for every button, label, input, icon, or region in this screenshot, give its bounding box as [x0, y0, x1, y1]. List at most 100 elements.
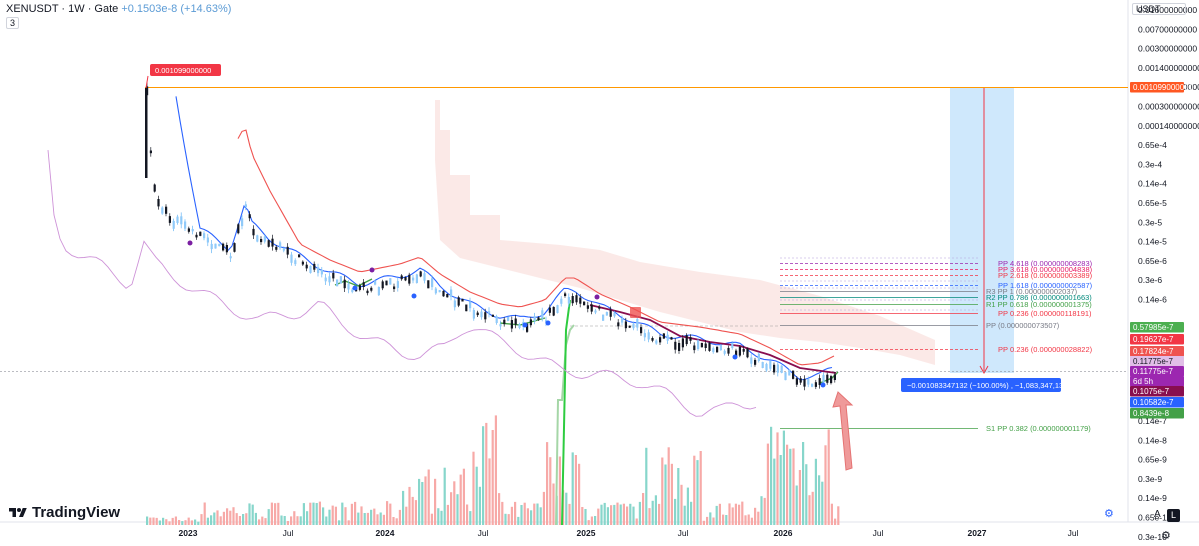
volume-bar — [766, 443, 769, 525]
candle-body — [252, 228, 255, 236]
volume-bar — [251, 504, 254, 525]
time-axis-label: 2026 — [774, 528, 793, 538]
candle-body — [404, 277, 407, 281]
volume-bar — [574, 455, 577, 525]
candle-body — [210, 243, 213, 250]
candle-body — [184, 221, 187, 229]
volume-bar — [242, 514, 245, 525]
price-axis-label: 0.14e-5 — [1138, 237, 1167, 247]
candle-body — [719, 344, 722, 351]
volume-bar — [408, 486, 411, 525]
volume-bar — [206, 517, 209, 525]
candle-body — [586, 305, 589, 309]
candle-body — [480, 311, 483, 318]
volume-bar — [254, 512, 257, 525]
volume-bar — [434, 478, 437, 525]
candle-body — [499, 324, 502, 327]
symbol-title[interactable]: XENUSDT · 1W · Gate — [6, 3, 119, 15]
candle-body — [298, 254, 301, 258]
volume-bar — [827, 429, 830, 525]
volume-bar — [754, 507, 757, 525]
price-tag-box — [1130, 376, 1184, 387]
measure-readout-box — [901, 378, 1061, 392]
auto-scale-button[interactable]: A — [1154, 509, 1161, 520]
volume-bar — [411, 496, 414, 525]
base-line — [237, 129, 835, 366]
volume-bar — [814, 458, 817, 525]
volume-bar — [552, 483, 555, 525]
price-axis: 0.01600000000 0.00700000000 0.00300000000 0… — [1138, 5, 1199, 542]
candle-body — [590, 304, 593, 312]
candle-body — [161, 207, 164, 214]
signal-dot — [411, 293, 417, 299]
candle-body — [199, 231, 202, 236]
volume-bar — [606, 507, 609, 525]
volume-bar — [789, 448, 792, 525]
volume-bar — [642, 493, 645, 525]
measure-arrowhead — [979, 365, 989, 375]
volume-bar — [146, 516, 149, 525]
pivot-label: PP 3.618 (0.000000004838) — [998, 265, 1093, 274]
candle-body — [514, 318, 517, 325]
volume-bar — [670, 463, 673, 525]
candle-body — [567, 297, 570, 304]
currency-selector[interactable]: USDT — [1132, 3, 1186, 15]
candle-body — [613, 312, 616, 317]
candle-body — [172, 220, 175, 229]
candle-body — [408, 274, 411, 284]
price-axis-label: 0.65e-6 — [1138, 256, 1167, 266]
volume-bar — [190, 520, 193, 525]
volume-bar — [709, 512, 712, 525]
indicator-count-toggle[interactable]: 3 — [6, 17, 20, 29]
time-axis-label: Jul — [283, 528, 294, 538]
candle-body — [510, 320, 513, 329]
price-tag-box — [1130, 82, 1184, 93]
time-axis-label: Jul — [678, 528, 689, 538]
volume-bar — [645, 447, 648, 525]
volume-bar — [792, 448, 795, 525]
volume-bar — [536, 503, 539, 525]
price-axis-label: 0.14e-8 — [1138, 435, 1167, 445]
candle-body — [746, 348, 749, 358]
volume-bar — [824, 445, 827, 525]
volume-bar — [302, 503, 305, 525]
volume-bar — [446, 504, 449, 525]
price-axis-label: 0.3e-9 — [1138, 474, 1162, 484]
candle-body — [427, 280, 430, 289]
boost-icon[interactable]: ⚙ — [1104, 508, 1114, 520]
candle-body — [423, 273, 426, 281]
log-scale-button[interactable]: L — [1167, 509, 1180, 522]
candle-body — [149, 150, 152, 154]
pivot-label: PP 2.618 (0.000000003389) — [998, 271, 1093, 280]
candle-body — [632, 323, 635, 329]
volume-bar — [283, 516, 286, 525]
candle-body — [621, 318, 624, 323]
volume-bar — [507, 514, 510, 525]
candle-body — [674, 341, 677, 350]
volume-bar — [635, 518, 638, 525]
candle-body — [526, 323, 529, 332]
candle-body — [233, 243, 236, 252]
volume-bar — [456, 494, 459, 525]
candle-body — [385, 280, 388, 286]
candle-body — [351, 289, 354, 292]
settings-gear-icon[interactable]: ⚙ — [1161, 530, 1171, 542]
candle-body — [476, 312, 479, 316]
candle-body — [693, 345, 696, 351]
volume-bar — [808, 495, 811, 525]
price-tag-label: 0.11775e-7 — [1133, 357, 1173, 366]
candle-body — [343, 279, 346, 289]
volume-bar — [274, 503, 277, 525]
volume-bar — [421, 482, 424, 525]
volume-bar — [171, 517, 174, 525]
price-tag-label: 0.1075e-7 — [1133, 387, 1170, 396]
candle-body — [176, 216, 179, 223]
signal-square — [630, 307, 641, 318]
volume-bar — [325, 516, 328, 525]
volume-bar — [341, 502, 344, 525]
volume-bar — [558, 456, 561, 525]
candle-body — [396, 281, 399, 288]
candle-body — [545, 320, 548, 323]
volume-bar — [830, 503, 833, 525]
